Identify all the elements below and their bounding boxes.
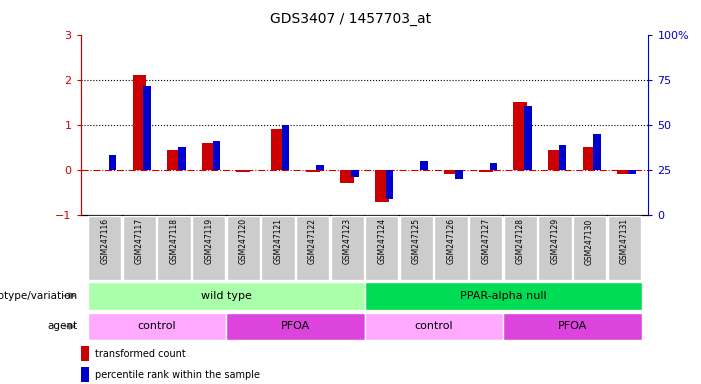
Bar	[386, 170, 393, 199]
Bar	[340, 170, 354, 184]
Bar	[365, 216, 398, 280]
Bar	[178, 147, 186, 170]
Bar	[583, 147, 597, 170]
Bar	[226, 216, 260, 280]
Bar	[226, 313, 365, 340]
Text: control: control	[137, 321, 176, 331]
Bar	[88, 216, 121, 280]
Bar	[132, 75, 147, 170]
Bar	[143, 86, 151, 170]
Bar	[109, 155, 116, 170]
Bar	[81, 346, 89, 361]
Bar	[559, 145, 566, 170]
Bar	[503, 313, 641, 340]
Text: GSM247118: GSM247118	[170, 218, 179, 264]
Text: GSM247123: GSM247123	[343, 218, 352, 265]
Bar	[167, 150, 181, 170]
Text: GSM247129: GSM247129	[550, 218, 559, 265]
Bar	[513, 102, 527, 170]
Bar	[469, 216, 503, 280]
Text: GSM247119: GSM247119	[204, 218, 213, 265]
Bar	[306, 170, 320, 172]
Bar	[365, 282, 641, 310]
Text: GSM247121: GSM247121	[273, 218, 283, 264]
Bar	[192, 216, 225, 280]
Bar	[400, 216, 433, 280]
Text: GDS3407 / 1457703_at: GDS3407 / 1457703_at	[270, 12, 431, 25]
Bar	[88, 282, 365, 310]
Bar	[618, 170, 631, 174]
Text: GSM247124: GSM247124	[377, 218, 386, 265]
Bar	[88, 313, 226, 340]
Text: transformed count: transformed count	[95, 349, 186, 359]
Text: GSM247127: GSM247127	[481, 218, 490, 265]
Text: wild type: wild type	[200, 291, 252, 301]
Bar	[524, 106, 532, 170]
Text: percentile rank within the sample: percentile rank within the sample	[95, 370, 260, 380]
Bar	[608, 216, 641, 280]
Bar	[296, 216, 329, 280]
Text: GSM247125: GSM247125	[412, 218, 421, 265]
Bar	[538, 216, 571, 280]
Bar	[365, 313, 503, 340]
Bar	[455, 170, 463, 179]
Bar	[444, 170, 458, 174]
Bar	[202, 143, 216, 170]
Text: GSM247120: GSM247120	[239, 218, 248, 265]
Text: genotype/variation: genotype/variation	[0, 291, 77, 301]
Bar	[504, 216, 537, 280]
Bar	[212, 141, 220, 170]
Bar	[236, 170, 250, 172]
Text: agent: agent	[47, 321, 77, 331]
Text: GSM247130: GSM247130	[585, 218, 594, 265]
Bar	[331, 216, 364, 280]
Text: PFOA: PFOA	[280, 321, 310, 331]
Text: GSM247131: GSM247131	[620, 218, 629, 265]
Bar	[435, 216, 468, 280]
Text: GSM247128: GSM247128	[516, 218, 525, 264]
Bar	[123, 216, 156, 280]
Bar	[271, 129, 285, 170]
Text: control: control	[414, 321, 453, 331]
Text: GSM247122: GSM247122	[308, 218, 317, 264]
Text: PPAR-alpha null: PPAR-alpha null	[460, 291, 546, 301]
Bar	[282, 125, 290, 170]
Bar	[489, 163, 497, 170]
Bar	[351, 170, 359, 177]
Bar	[573, 216, 606, 280]
Text: GSM247126: GSM247126	[447, 218, 456, 265]
Bar	[593, 134, 601, 170]
Text: PFOA: PFOA	[557, 321, 587, 331]
Bar	[316, 164, 324, 170]
Text: GSM247117: GSM247117	[135, 218, 144, 265]
Bar	[628, 170, 636, 174]
Bar	[158, 216, 191, 280]
Bar	[479, 170, 493, 172]
Bar	[421, 161, 428, 170]
Bar	[548, 150, 562, 170]
Text: GSM247116: GSM247116	[100, 218, 109, 265]
Bar	[81, 367, 89, 382]
Bar	[261, 216, 294, 280]
Bar	[375, 170, 389, 202]
